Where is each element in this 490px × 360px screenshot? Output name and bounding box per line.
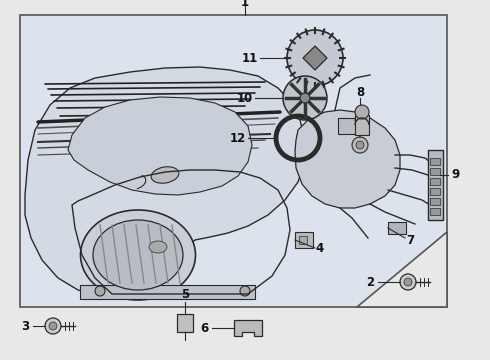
Bar (430, 198, 440, 205)
Circle shape (49, 322, 57, 330)
Text: 11: 11 (242, 51, 258, 64)
Polygon shape (234, 320, 262, 336)
Circle shape (95, 286, 105, 296)
Text: 10: 10 (237, 91, 253, 104)
Circle shape (287, 30, 343, 86)
Text: 3: 3 (21, 320, 29, 333)
Ellipse shape (151, 167, 179, 183)
Circle shape (356, 141, 364, 149)
Circle shape (240, 286, 250, 296)
Bar (299, 236, 307, 244)
Polygon shape (25, 67, 305, 296)
Ellipse shape (93, 220, 183, 290)
Bar (430, 188, 440, 195)
Ellipse shape (80, 210, 196, 300)
Text: 1: 1 (241, 0, 249, 9)
Text: 7: 7 (406, 234, 414, 247)
Circle shape (45, 318, 61, 334)
Circle shape (352, 137, 368, 153)
Ellipse shape (149, 241, 167, 253)
Bar (177, 314, 193, 332)
Bar (355, 115, 369, 135)
Bar (430, 178, 440, 185)
Bar (428, 150, 443, 220)
Text: 6: 6 (200, 321, 208, 334)
Text: 4: 4 (316, 242, 324, 255)
Bar (430, 208, 440, 215)
Text: 9: 9 (451, 168, 459, 181)
Circle shape (300, 93, 310, 103)
Text: 5: 5 (181, 288, 189, 301)
Polygon shape (295, 110, 400, 208)
Circle shape (283, 76, 327, 120)
Polygon shape (357, 232, 447, 307)
Polygon shape (68, 97, 252, 195)
Polygon shape (303, 46, 327, 70)
Bar (20, 15, 447, 307)
Circle shape (404, 278, 412, 286)
Bar (338, 118, 360, 134)
Text: 2: 2 (366, 275, 374, 288)
Bar (430, 168, 440, 175)
Text: 12: 12 (230, 131, 246, 144)
Circle shape (355, 105, 369, 119)
Bar (295, 232, 313, 248)
Bar (388, 222, 406, 234)
Bar (430, 158, 440, 165)
Bar (80, 285, 255, 299)
Text: 8: 8 (356, 86, 364, 99)
Circle shape (400, 274, 416, 290)
